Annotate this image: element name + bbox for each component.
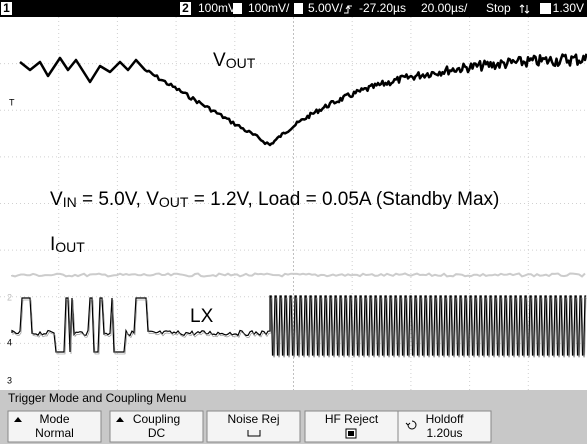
iout-trace xyxy=(11,272,586,278)
sub: IN xyxy=(63,194,77,210)
menu-title: Trigger Mode and Coupling Menu xyxy=(8,391,186,405)
ch1-label: 1 xyxy=(3,1,10,15)
ch2-box xyxy=(180,2,191,15)
ch2-label: 2 xyxy=(182,1,189,15)
trigger-source-box xyxy=(540,3,551,14)
trigger-marker: T xyxy=(9,97,15,107)
conditions: VIN = 5.0V, VOUT = 1.2V, Load = 0.05A (S… xyxy=(50,189,499,210)
t: = 1.2V, Load = 0.05A (Standby Max) xyxy=(188,189,499,210)
ch3-marker: 3 xyxy=(7,375,12,385)
vout-label: VOUT xyxy=(213,50,256,71)
checkbox xyxy=(247,430,261,437)
menu-arrow xyxy=(14,417,22,422)
softkey-value[interactable]: DC xyxy=(148,426,166,440)
ch3-box xyxy=(233,3,242,14)
ch4-marker: 4 xyxy=(7,337,12,347)
run-state: Stop xyxy=(486,1,511,15)
waveforms xyxy=(11,53,587,358)
edge-icon xyxy=(519,4,530,14)
softkey-face[interactable] xyxy=(206,410,301,443)
checkbox-fill xyxy=(348,431,354,436)
v: V xyxy=(213,50,226,71)
softkey[interactable]: Noise Rej xyxy=(206,410,301,443)
trigger-level: 1.30V xyxy=(553,1,584,15)
softkey[interactable]: HF Reject xyxy=(304,410,399,443)
ch1-box xyxy=(1,2,12,15)
vout-trace xyxy=(19,53,587,147)
ch4-box xyxy=(294,3,303,14)
softkey-value[interactable]: 1.20us xyxy=(426,426,462,440)
t: = 5.0V, V xyxy=(77,189,160,210)
softkey-label[interactable]: Mode xyxy=(39,412,69,426)
lx-trace xyxy=(11,295,587,356)
softkey-face[interactable] xyxy=(397,410,492,443)
delay: -27.20µs xyxy=(359,1,406,15)
softkey-label[interactable]: Noise Rej xyxy=(227,412,279,426)
softkey-label[interactable]: Holdoff xyxy=(426,412,464,426)
ch2-marker: 2 xyxy=(7,292,12,302)
softkey-face[interactable] xyxy=(109,410,204,443)
softkey-label[interactable]: HF Reject xyxy=(325,412,379,426)
trigger-icon xyxy=(344,5,352,14)
sub: OUT xyxy=(159,194,189,210)
lx-trace-shadow xyxy=(12,297,587,358)
rotate-icon xyxy=(405,420,417,430)
ch4-scale: 5.00V/ xyxy=(308,1,343,15)
lx-label: LX xyxy=(190,306,214,327)
timebase: 20.00µs/ xyxy=(421,1,468,15)
i: I xyxy=(50,234,55,255)
ch2-scale: 100mV/ xyxy=(198,1,240,15)
menu-arrow xyxy=(116,417,124,422)
softkey-value[interactable]: Normal xyxy=(35,426,74,440)
status-bar xyxy=(0,0,587,17)
sub: OUT xyxy=(55,239,85,255)
sub: OUT xyxy=(226,55,256,71)
softkey-face[interactable] xyxy=(7,410,102,443)
softkey-label[interactable]: Coupling xyxy=(133,412,180,426)
t: V xyxy=(50,189,63,210)
ch3-scale: 100mV/ xyxy=(248,1,290,15)
iout-label: IOUT xyxy=(50,234,85,255)
